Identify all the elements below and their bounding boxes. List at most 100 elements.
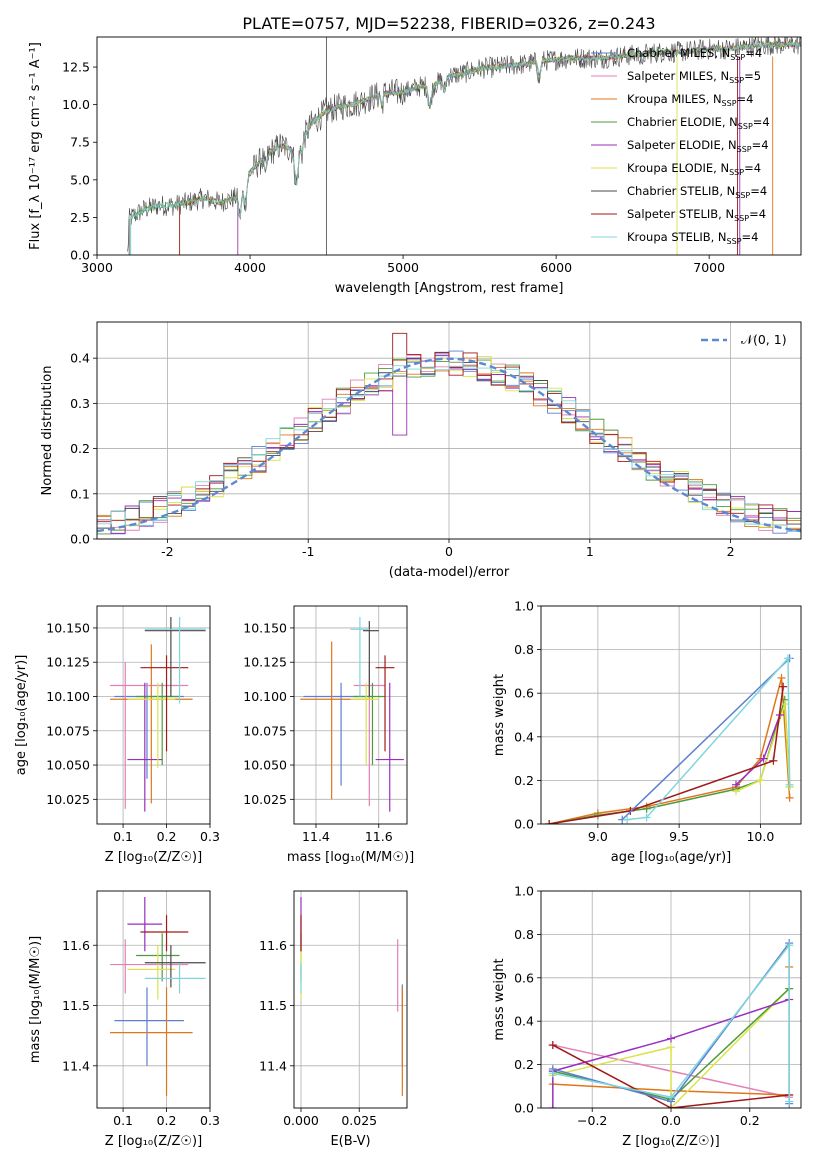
legend-tail: =4 <box>753 115 770 129</box>
legend-label: Chabrier MILES, NSSP=4 <box>627 46 762 62</box>
tick-label-y: 5.0 <box>70 172 90 187</box>
tick-label-x: 0.025 <box>341 1113 377 1128</box>
normal-curve <box>97 357 801 533</box>
mass_vs_Z-plot-area <box>110 897 206 1096</box>
tick-label-y: 0.2 <box>514 773 534 788</box>
legend-sub: SSP <box>729 76 744 85</box>
tick-label-x: −0.2 <box>577 1113 607 1128</box>
weight_vs_Z-xlabel: Z [log₁₀(Z/Z☉)] <box>622 1134 719 1149</box>
tick-label-y: 7.5 <box>70 135 90 150</box>
mass_vs_ebv-frame <box>293 890 408 1109</box>
tick-label-x: 9.5 <box>669 829 689 844</box>
tick-label-x: -2 <box>161 544 173 559</box>
legend-label: Kroupa MILES, NSSP=4 <box>627 92 753 108</box>
spectrum-axes: 3000 4000 5000 6000 7000 0.0 2.5 5.0 7.5 10.0 12.5 <box>62 60 725 275</box>
tick-label-y: 0.4 <box>514 729 534 744</box>
tick-label-x: 0.1 <box>113 1113 133 1128</box>
spectrum-frame <box>96 36 802 256</box>
mass_vs_Z-xlabel: Z [log₁₀(Z/Z☉)] <box>105 1134 202 1149</box>
weight_vs_Z-ylabel: mass weight <box>492 958 507 1040</box>
tick-label-x: 0.000 <box>283 1113 319 1128</box>
spectrum-model-line <box>130 40 801 219</box>
tick-label-x: -1 <box>302 544 314 559</box>
spectrum-plot-area <box>127 37 801 255</box>
weight_vs_age-frame <box>540 605 802 825</box>
tick-label-y: 2.5 <box>70 210 90 225</box>
tick-label-y: 0.8 <box>514 927 534 942</box>
legend-label: Chabrier STELIB, NSSP=4 <box>627 184 767 200</box>
weight-series-line <box>621 657 791 821</box>
tick-label-y: 0.0 <box>514 817 534 832</box>
weight_vs_age-ylabel: mass weight <box>492 674 507 756</box>
weight_vs_age-xlabel: age [log₁₀(age/yr)] <box>611 850 732 865</box>
tick-label-x: 6000 <box>540 260 572 275</box>
legend-sub: SSP <box>737 145 752 154</box>
weight_vs_age-plot-area <box>545 654 794 824</box>
tick-label-x: 0.3 <box>200 1113 220 1128</box>
tick-label-y: 0.6 <box>514 686 534 701</box>
tick-label-x: 0.3 <box>200 829 220 844</box>
legend-sub: SSP <box>729 168 744 177</box>
hist-step-line <box>97 361 801 535</box>
tick-label-y: 1.0 <box>514 599 534 614</box>
legend-tail: =4 <box>742 230 759 244</box>
weight_vs_Z-frame <box>540 890 802 1109</box>
legend-label: Kroupa ELODIE, NSSP=4 <box>627 161 761 177</box>
legend-sub: SSP <box>727 237 742 246</box>
tick-label-x: 7000 <box>693 260 725 275</box>
legend-sub: SSP <box>738 122 753 131</box>
tick-label-x: 9.0 <box>588 829 608 844</box>
tick-label-y: 11.5 <box>259 998 287 1013</box>
legend-sub: SSP <box>734 214 749 223</box>
hist-legend-label: 𝒩(0, 1) <box>741 332 787 347</box>
age_vs_mass-axes: 11.4 11.6 10.025 10.050 10.075 10.100 10.125 10… <box>243 606 407 844</box>
tick-label-y: 0.2 <box>70 441 90 456</box>
weight-series-line <box>549 686 784 824</box>
mass_vs_Z-ylabel: mass [log₁₀(M/M☉)] <box>28 936 43 1063</box>
tick-label-y: 10.100 <box>243 689 287 704</box>
tick-label-y: 11.6 <box>62 938 90 953</box>
residual_hist-axes: -2 -1 0 1 2 0.0 0.1 0.2 0.3 0.4 <box>70 322 801 559</box>
age_vs_Z-ylabel: age [log₁₀(age/yr)] <box>14 655 29 776</box>
legend-sub: SSP <box>735 191 750 200</box>
mass_vs_Z-frame <box>96 890 211 1109</box>
age_vs_mass-plot-area <box>300 616 404 812</box>
age_vs_Z-plot-area <box>110 616 206 812</box>
tick-label-x: 4000 <box>234 260 266 275</box>
tick-label-y: 10.025 <box>243 792 287 807</box>
legend-label: Salpeter ELODIE, NSSP=4 <box>627 138 769 154</box>
hist-frame <box>96 321 802 540</box>
legend-tail: =4 <box>749 207 766 221</box>
weight-series-line <box>548 677 791 824</box>
tick-label-y: 10.125 <box>243 655 287 670</box>
hist-plot-area <box>97 332 801 535</box>
tick-label-x: 0.0 <box>661 1113 681 1128</box>
tick-label-x: 0.2 <box>157 1113 177 1128</box>
age_vs_mass-frame <box>293 605 408 825</box>
figure-title: PLATE=0757, MJD=52238, FIBERID=0326, z=0… <box>242 14 655 33</box>
tick-label-y: 11.4 <box>259 1058 287 1073</box>
tick-label-y: 0.0 <box>70 248 90 263</box>
tick-label-y: 10.075 <box>243 723 287 738</box>
panels-group: 3000 4000 5000 6000 70000.02.55.07.510.012.5… <box>14 36 802 1149</box>
weight-series-line <box>735 714 781 786</box>
weight_vs_Z-plot-area <box>548 939 794 1108</box>
tick-label-y: 10.025 <box>46 792 90 807</box>
age_vs_Z-frame <box>96 605 211 825</box>
tick-label-y: 11.4 <box>62 1058 90 1073</box>
tick-label-y: 0.6 <box>514 970 534 985</box>
tick-label-x: 0.2 <box>157 829 177 844</box>
tick-label-y: 11.6 <box>259 938 287 953</box>
tick-label-x: 0.1 <box>113 829 133 844</box>
tick-label-x: 10.0 <box>746 829 774 844</box>
age_vs_mass-xlabel: mass [log₁₀(M/M☉)] <box>287 850 414 865</box>
tick-label-y: 0.8 <box>514 642 534 657</box>
hist-ylabel: Normed distribution <box>40 366 55 496</box>
tick-label-y: 10.100 <box>46 689 90 704</box>
weight-series-line <box>548 699 791 824</box>
weight_vs_Z-axes: −0.2 0.0 0.2 0.0 0.2 0.4 0.6 0.8 1.0 <box>514 884 801 1128</box>
legend-label: Salpeter STELIB, NSSP=4 <box>627 207 766 223</box>
tick-label-x: 0 <box>445 544 453 559</box>
mass_vs_ebv-plot-area <box>300 897 403 1096</box>
